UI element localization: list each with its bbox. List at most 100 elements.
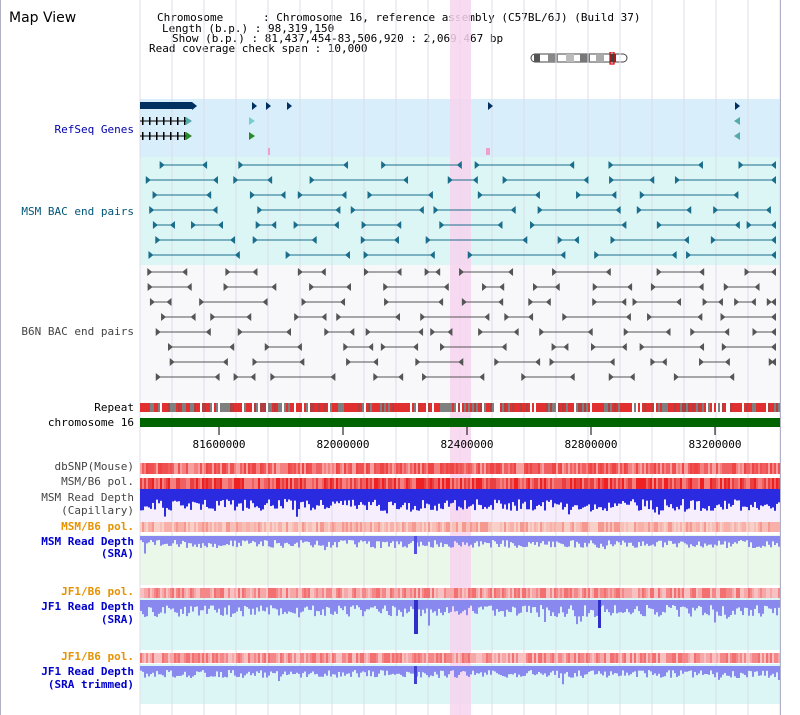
depth-bar — [184, 600, 186, 607]
depth-bar — [272, 536, 274, 548]
depth-bar — [432, 666, 434, 677]
heat-cell — [444, 588, 446, 598]
heat-cell — [468, 588, 470, 598]
heat-cell — [186, 522, 188, 532]
msm-read-depth-capillary-label[interactable]: MSM Read Depth — [41, 491, 134, 504]
depth-bar — [710, 536, 712, 545]
depth-bar — [576, 536, 578, 542]
depth-bar — [616, 666, 618, 674]
depth-bar — [670, 536, 672, 542]
depth-bar — [494, 600, 496, 616]
heat-cell — [358, 463, 360, 474]
heat-cell — [216, 522, 218, 532]
heat-cell — [502, 463, 504, 474]
heat-cell — [266, 653, 268, 663]
heat-cell — [670, 522, 672, 532]
heat-cell — [540, 653, 542, 663]
depth-bar — [306, 600, 308, 607]
heat-cell — [198, 463, 200, 474]
heat-cell — [746, 588, 748, 598]
heat-cell — [376, 588, 378, 598]
msm-read-depth-sra-label[interactable]: MSM Read Depth — [41, 535, 134, 548]
heat-cell — [350, 588, 352, 598]
depth-bar — [736, 489, 738, 501]
heat-cell — [418, 463, 420, 474]
msm-b6-pol-2-label[interactable]: MSM/B6 pol. — [61, 520, 134, 533]
bac-end — [627, 283, 633, 291]
heat-cell — [378, 522, 380, 532]
bac-end — [771, 313, 776, 321]
depth-bar — [492, 600, 494, 611]
heat-cell — [182, 478, 184, 489]
heat-cell — [246, 478, 248, 489]
msm-bac-label[interactable]: MSM BAC end pairs — [21, 205, 134, 218]
heat-cell — [258, 463, 260, 474]
heat-cell — [550, 478, 552, 489]
depth-bar — [586, 666, 588, 675]
heat-cell — [426, 653, 428, 663]
heat-cell — [542, 478, 544, 489]
chromosome-ideogram[interactable] — [528, 52, 632, 66]
jf1-read-depth-trimmed-label[interactable]: JF1 Read Depth — [41, 665, 134, 678]
bac-end — [202, 161, 208, 169]
repeat-segment — [282, 403, 284, 412]
heat-cell — [314, 478, 316, 489]
depth-bar — [566, 666, 568, 672]
b6n-bac-label[interactable]: B6N BAC end pairs — [21, 325, 134, 338]
depth-bar — [178, 536, 180, 547]
heat-cell — [232, 588, 234, 598]
heat-cell — [394, 478, 396, 489]
heat-cell — [212, 588, 214, 598]
depth-bar — [604, 600, 606, 612]
depth-bar — [452, 600, 454, 607]
heat-cell — [140, 463, 142, 474]
depth-bar — [682, 536, 684, 542]
depth-bar — [370, 489, 372, 506]
heat-cell — [302, 653, 304, 663]
depth-bar — [140, 489, 142, 511]
msm-b6-pol-label[interactable]: MSM/B6 pol. — [61, 475, 134, 488]
heat-cell — [706, 588, 708, 598]
depth-bar — [672, 536, 674, 544]
depth-bar — [768, 666, 770, 678]
heat-cell — [146, 588, 148, 598]
repeat-segment — [548, 403, 550, 412]
bac-end — [771, 221, 776, 229]
depth-bar — [236, 536, 238, 548]
depth-bar — [694, 489, 696, 510]
heat-cell — [430, 478, 432, 489]
heat-cell — [694, 653, 696, 663]
heat-cell — [712, 653, 714, 663]
depth-bar — [610, 536, 612, 545]
jf1-b6-pol-label[interactable]: JF1/B6 pol. — [61, 585, 134, 598]
heat-cell — [512, 522, 514, 532]
depth-bar — [458, 600, 460, 615]
heat-cell — [260, 522, 262, 532]
refseq-genes-label[interactable]: RefSeq Genes — [54, 123, 134, 136]
heat-cell — [536, 588, 538, 598]
repeat-segment — [516, 403, 518, 412]
repeat-label[interactable]: Repeat — [94, 401, 134, 414]
depth-bar — [488, 666, 490, 671]
depth-bar — [480, 489, 482, 506]
depth-bar — [544, 666, 546, 674]
jf1-b6-pol-2-label[interactable]: JF1/B6 pol. — [61, 650, 134, 663]
heat-cell — [276, 522, 278, 532]
heat-cell — [410, 478, 412, 489]
depth-bar — [504, 666, 506, 677]
heat-cell — [656, 522, 658, 532]
depth-bar — [288, 600, 290, 612]
depth-bar — [316, 536, 318, 541]
heat-cell — [258, 588, 260, 598]
depth-bar — [518, 600, 520, 614]
heat-cell — [684, 478, 686, 489]
depth-bar — [516, 536, 518, 548]
heat-cell — [640, 588, 642, 598]
heat-cell — [414, 463, 416, 474]
heat-cell — [742, 522, 744, 532]
jf1-read-depth-sra-label[interactable]: JF1 Read Depth — [41, 600, 134, 613]
gene-exon — [170, 132, 172, 140]
depth-bar — [724, 666, 726, 673]
dbsnp-label[interactable]: dbSNP(Mouse) — [54, 460, 134, 473]
